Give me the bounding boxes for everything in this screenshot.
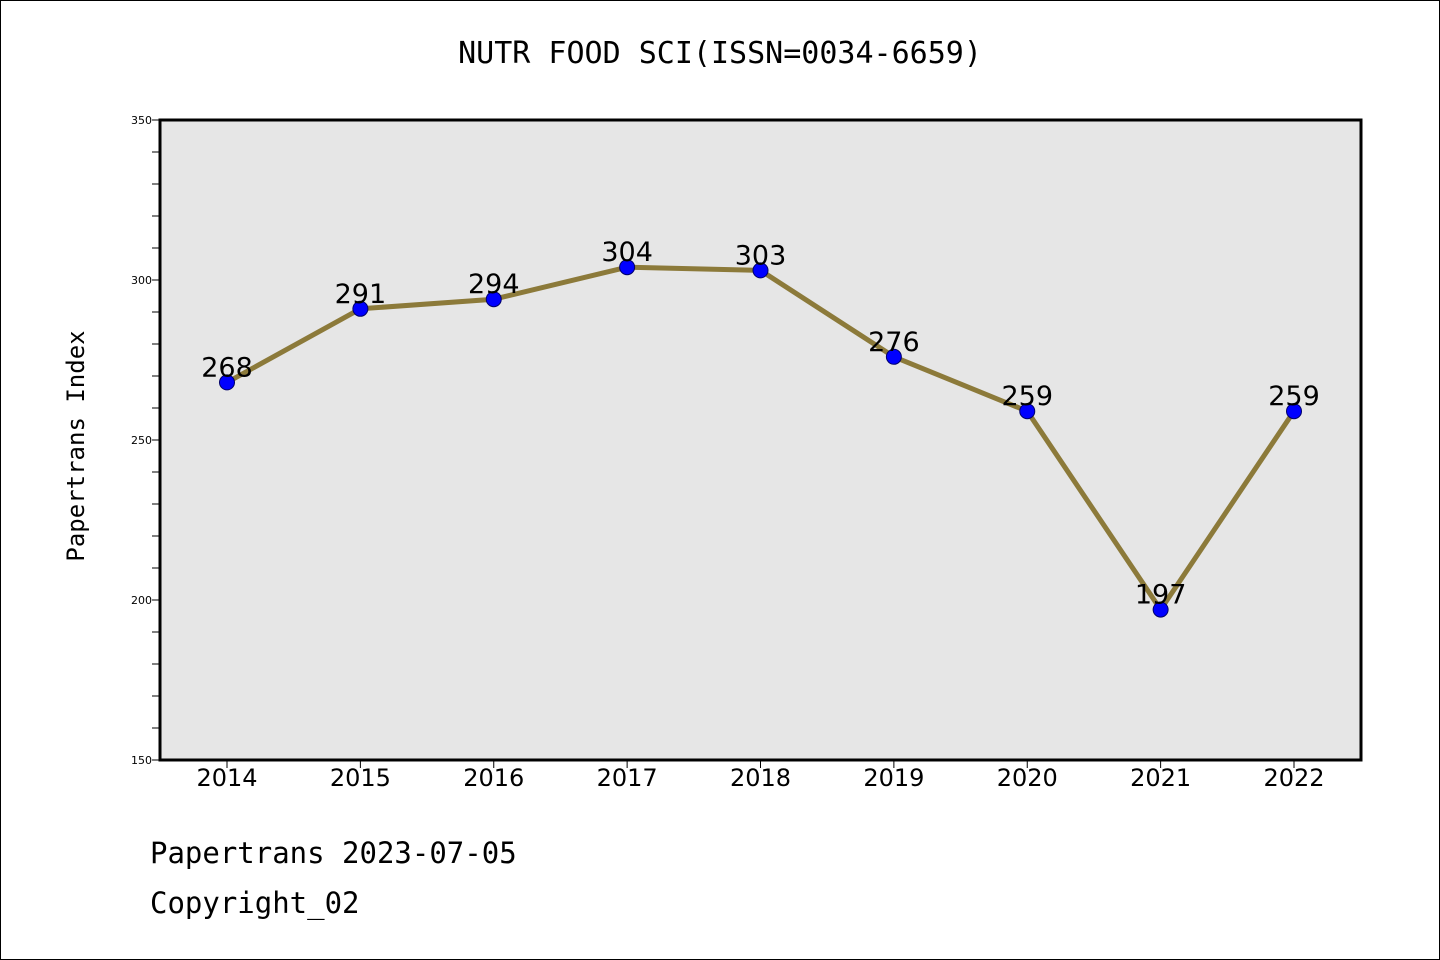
data-label: 291 — [335, 279, 387, 310]
y-axis-label: Papertrans Index — [62, 330, 90, 561]
data-point — [1286, 403, 1302, 420]
y-tick-label: 200 — [131, 594, 152, 607]
x-tick-label: 2019 — [863, 764, 924, 792]
y-tick-label: 300 — [131, 274, 152, 287]
data-label: 259 — [1001, 381, 1053, 412]
y-tick-label: 350 — [131, 114, 152, 127]
data-label: 303 — [735, 240, 787, 271]
plot-border — [158, 118, 1363, 762]
data-point — [485, 291, 502, 308]
y-tick-label: 250 — [131, 434, 152, 447]
data-label: 259 — [1268, 381, 1320, 412]
footer-copyright: Copyright_02 — [150, 886, 360, 920]
y-tick-label: 150 — [131, 754, 152, 767]
data-point — [219, 374, 235, 391]
plot-area — [160, 120, 1361, 760]
chart-title: NUTR FOOD SCI(ISSN=0034-6659) — [458, 36, 982, 71]
x-tick-label: 2018 — [730, 764, 791, 792]
data-label: 294 — [468, 269, 520, 300]
footer-date: Papertrans 2023-07-05 — [150, 836, 517, 870]
data-label: 304 — [601, 237, 653, 268]
data-point — [885, 348, 902, 365]
x-tick-label: 2017 — [597, 764, 658, 792]
x-tick-label: 2016 — [463, 764, 524, 792]
x-tick-label: 2014 — [196, 764, 257, 792]
data-point — [752, 262, 769, 279]
x-tick-label: 2020 — [997, 764, 1058, 792]
x-tick-label: 2021 — [1130, 764, 1191, 792]
x-tick-label: 2015 — [330, 764, 391, 792]
data-point — [352, 300, 369, 317]
data-label: 276 — [868, 327, 920, 358]
data-point — [1152, 601, 1169, 618]
data-point — [1019, 403, 1036, 420]
data-label: 268 — [201, 352, 253, 383]
x-tick-label: 2022 — [1263, 764, 1324, 792]
data-label: 197 — [1135, 580, 1187, 611]
data-point — [619, 259, 636, 276]
